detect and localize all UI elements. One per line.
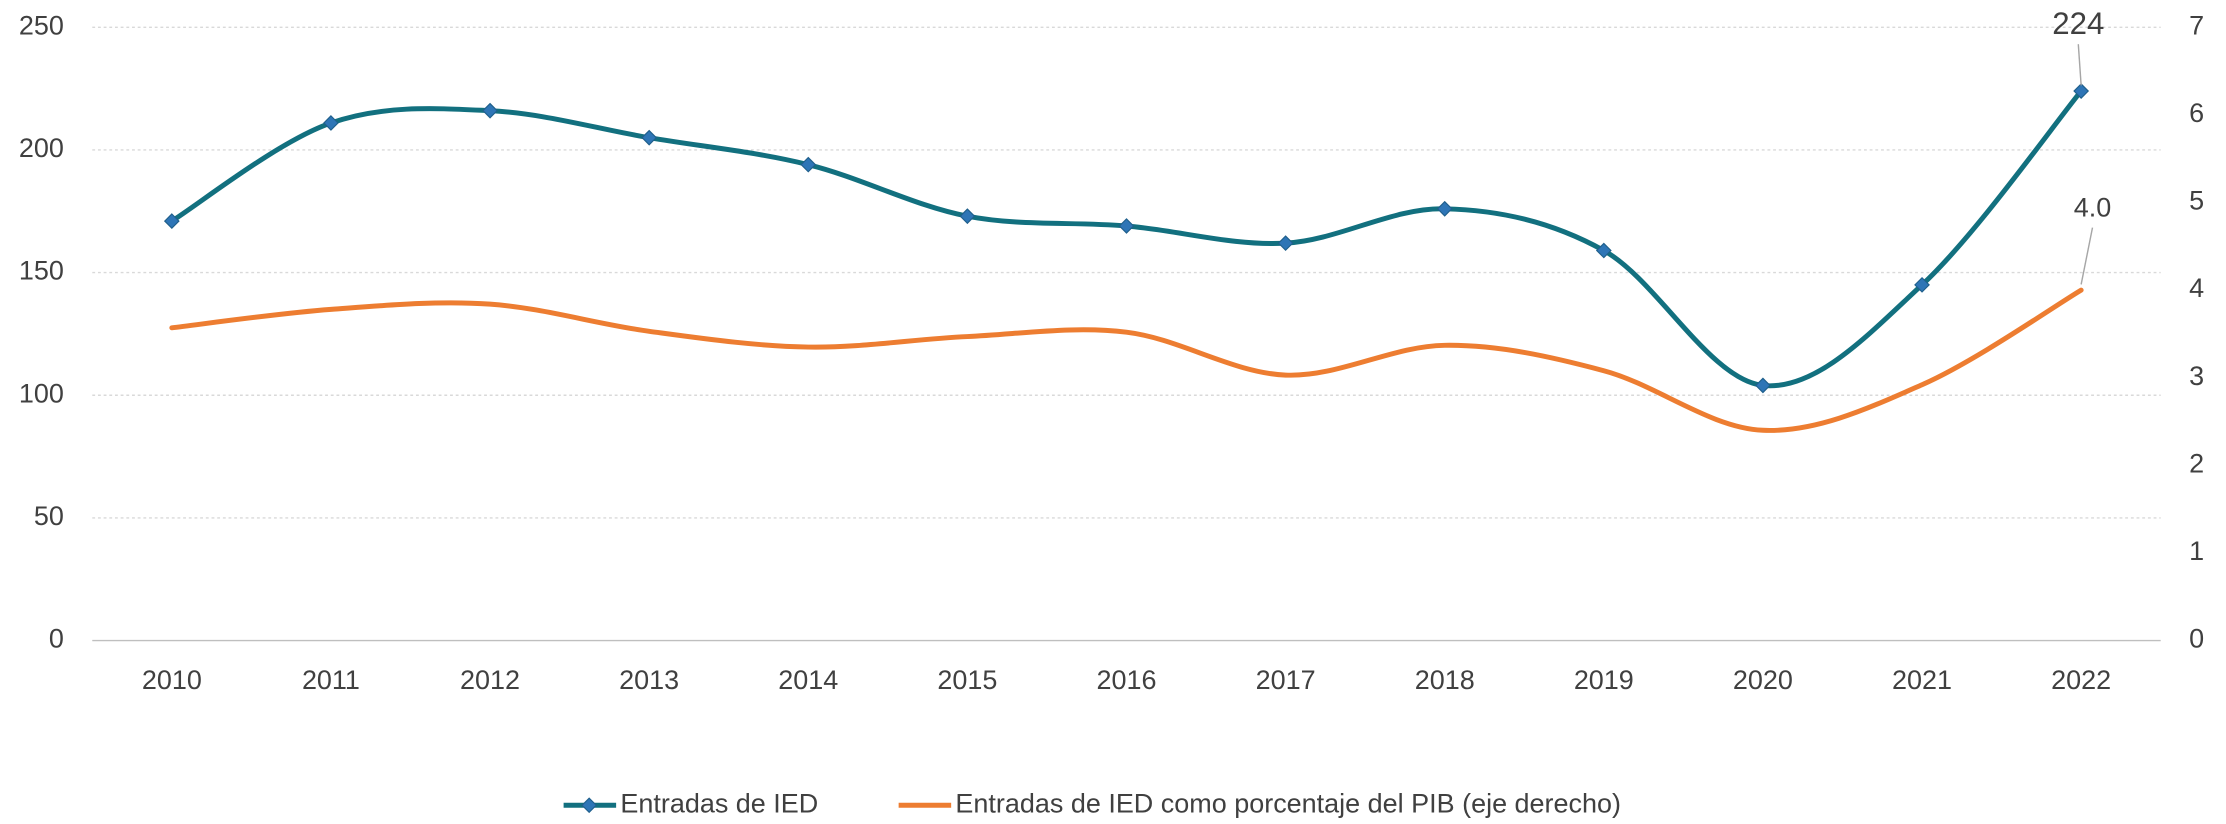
x-tick-label: 2021 xyxy=(1892,665,1952,695)
marker xyxy=(1436,200,1453,217)
series-line xyxy=(169,287,2084,433)
marker xyxy=(1277,235,1294,252)
legend-label: Entradas de IED como porcentaje del PIB … xyxy=(955,788,1621,818)
marker xyxy=(641,129,658,146)
x-tick-label: 2012 xyxy=(460,665,520,695)
marker xyxy=(482,102,498,119)
y-tick-label: 50 xyxy=(34,501,64,531)
x-tick-label: 2018 xyxy=(1415,665,1475,695)
x-tick-label: 2011 xyxy=(302,665,360,695)
y2-tick-label: 6 xyxy=(2189,98,2204,128)
marker xyxy=(323,115,339,131)
y-tick-label: 250 xyxy=(19,10,64,40)
x-tick-label: 2010 xyxy=(142,665,202,695)
marker xyxy=(1755,377,1771,394)
marker xyxy=(163,213,180,229)
marker xyxy=(800,156,817,173)
y2-tick-label: 2 xyxy=(2189,448,2204,478)
y2-tick-label: 4 xyxy=(2189,273,2204,303)
marker xyxy=(2073,83,2090,99)
y2-tick-label: 7 xyxy=(2189,10,2204,40)
x-tick-label: 2020 xyxy=(1733,665,1793,695)
data-label: 224 xyxy=(2052,6,2104,41)
y-tick-label: 200 xyxy=(19,133,64,163)
x-tick-label: 2017 xyxy=(1256,665,1316,695)
y2-tick-label: 0 xyxy=(2189,624,2204,654)
x-tick-label: 2022 xyxy=(2051,665,2111,695)
y-tick-label: 150 xyxy=(19,256,64,286)
marker xyxy=(1914,276,1930,293)
data-label: 4.0 xyxy=(2074,192,2111,222)
y2-tick-label: 5 xyxy=(2189,186,2204,216)
x-tick-label: 2013 xyxy=(619,665,679,695)
series-line xyxy=(169,88,2084,389)
marker xyxy=(1595,242,1612,259)
y2-tick-label: 3 xyxy=(2189,361,2204,391)
x-tick-label: 2015 xyxy=(937,665,997,695)
legend-label: Entradas de IED xyxy=(620,788,818,818)
x-tick-label: 2014 xyxy=(778,665,838,695)
legend-marker xyxy=(581,797,598,814)
y2-tick-label: 1 xyxy=(2189,536,2204,566)
x-tick-label: 2019 xyxy=(1574,665,1634,695)
y-tick-label: 100 xyxy=(19,378,64,408)
y-tick-label: 0 xyxy=(49,624,64,654)
label-leader xyxy=(2077,44,2082,86)
marker xyxy=(959,208,976,225)
label-leader xyxy=(2080,227,2094,285)
marker xyxy=(1118,218,1135,234)
x-tick-label: 2016 xyxy=(1096,665,1156,695)
